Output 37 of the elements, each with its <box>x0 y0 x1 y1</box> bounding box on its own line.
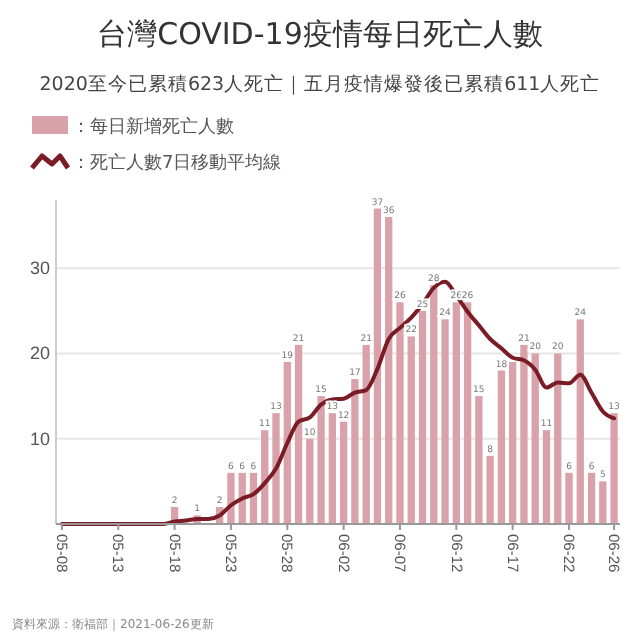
chart-subtitle: 2020至今已累積623人死亡｜五月疫情爆發後已累積611人死亡 <box>39 72 601 96</box>
bar <box>294 344 303 524</box>
bar <box>565 472 573 524</box>
bar <box>452 302 460 524</box>
bar <box>587 472 596 524</box>
bar <box>531 353 539 524</box>
bar <box>328 413 337 524</box>
bar <box>463 302 472 524</box>
bar <box>306 438 314 524</box>
bar <box>509 362 517 524</box>
bar <box>373 208 382 524</box>
bar <box>610 413 618 524</box>
bar <box>430 285 438 524</box>
bar <box>227 472 235 524</box>
legend-label: ：死亡人數7日移動平均線 <box>72 152 282 174</box>
bar <box>520 344 528 524</box>
y-tick-label: 10 <box>29 428 50 449</box>
y-tick-label: 30 <box>29 257 50 278</box>
bar <box>418 310 427 524</box>
bar <box>407 336 415 524</box>
bar <box>385 217 393 524</box>
bar <box>351 379 359 524</box>
bar <box>396 302 404 524</box>
bar <box>362 344 370 524</box>
bar <box>272 413 280 524</box>
bar <box>554 353 562 524</box>
bar <box>542 430 551 524</box>
bar <box>317 396 325 524</box>
bar <box>599 481 607 524</box>
bar <box>497 370 506 524</box>
legend-label: ：每日新增死亡人數 <box>72 116 234 138</box>
bar <box>576 319 584 524</box>
bar <box>441 319 449 524</box>
y-tick-label: 20 <box>29 343 50 364</box>
bar <box>339 421 348 524</box>
line-series <box>59 279 617 526</box>
chart-title: 台灣COVID-19疫情每日死亡人數 <box>97 16 543 52</box>
